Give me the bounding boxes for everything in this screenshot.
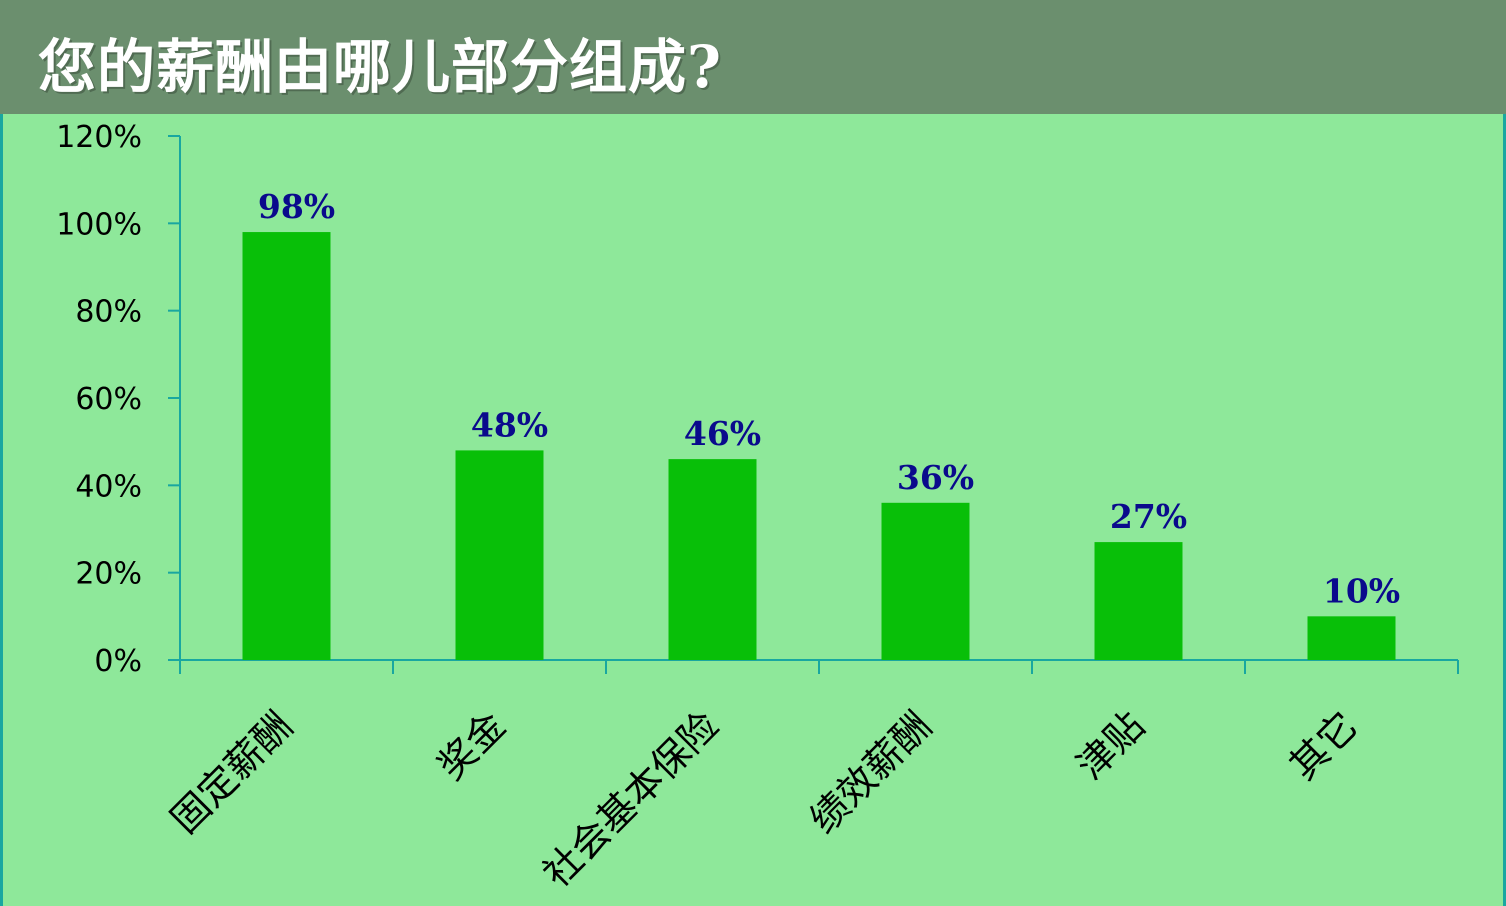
- category-labels: 固定薪酬 奖金 社会基本保险 绩效薪酬 津贴 其它: [162, 703, 1366, 895]
- bars: [242, 232, 1396, 661]
- y-tick-label: 100%: [56, 207, 142, 242]
- left-border: [0, 114, 3, 906]
- bar: [1094, 542, 1183, 660]
- x-tick-label: 绩效薪酬: [801, 703, 940, 842]
- data-label: 36%: [897, 458, 974, 497]
- data-labels: 98% 48% 46% 36% 27% 10%: [258, 187, 1400, 610]
- y-axis: 0% 20% 40% 60% 80% 100% 120%: [56, 120, 181, 679]
- page-title: 您的薪酬由哪儿部分组成?: [38, 33, 722, 101]
- bar: [455, 450, 544, 660]
- right-border: [1503, 114, 1506, 906]
- bar: [1307, 616, 1396, 660]
- x-tick-label: 其它: [1281, 703, 1366, 788]
- data-label: 10%: [1323, 571, 1400, 610]
- data-label: 27%: [1110, 497, 1187, 536]
- y-tick-label: 40%: [75, 469, 142, 504]
- title-bar: 您的薪酬由哪儿部分组成?: [0, 0, 1506, 114]
- data-label: 98%: [258, 187, 335, 226]
- data-label: 48%: [471, 405, 548, 444]
- x-axis: [179, 659, 1459, 674]
- y-tick-label: 20%: [75, 557, 142, 592]
- y-tick-label: 80%: [75, 295, 142, 330]
- x-tick-label: 固定薪酬: [162, 703, 301, 842]
- x-tick-label: 津贴: [1068, 703, 1153, 788]
- bar: [668, 459, 757, 660]
- x-tick-label: 社会基本保险: [535, 703, 727, 895]
- x-tick-label: 奖金: [429, 703, 514, 788]
- y-tick-label: 120%: [56, 120, 142, 155]
- bar: [242, 232, 331, 661]
- bar: [881, 502, 970, 660]
- y-tick-label: 0%: [94, 644, 142, 679]
- y-tick-label: 60%: [75, 382, 142, 417]
- data-label: 46%: [684, 414, 761, 453]
